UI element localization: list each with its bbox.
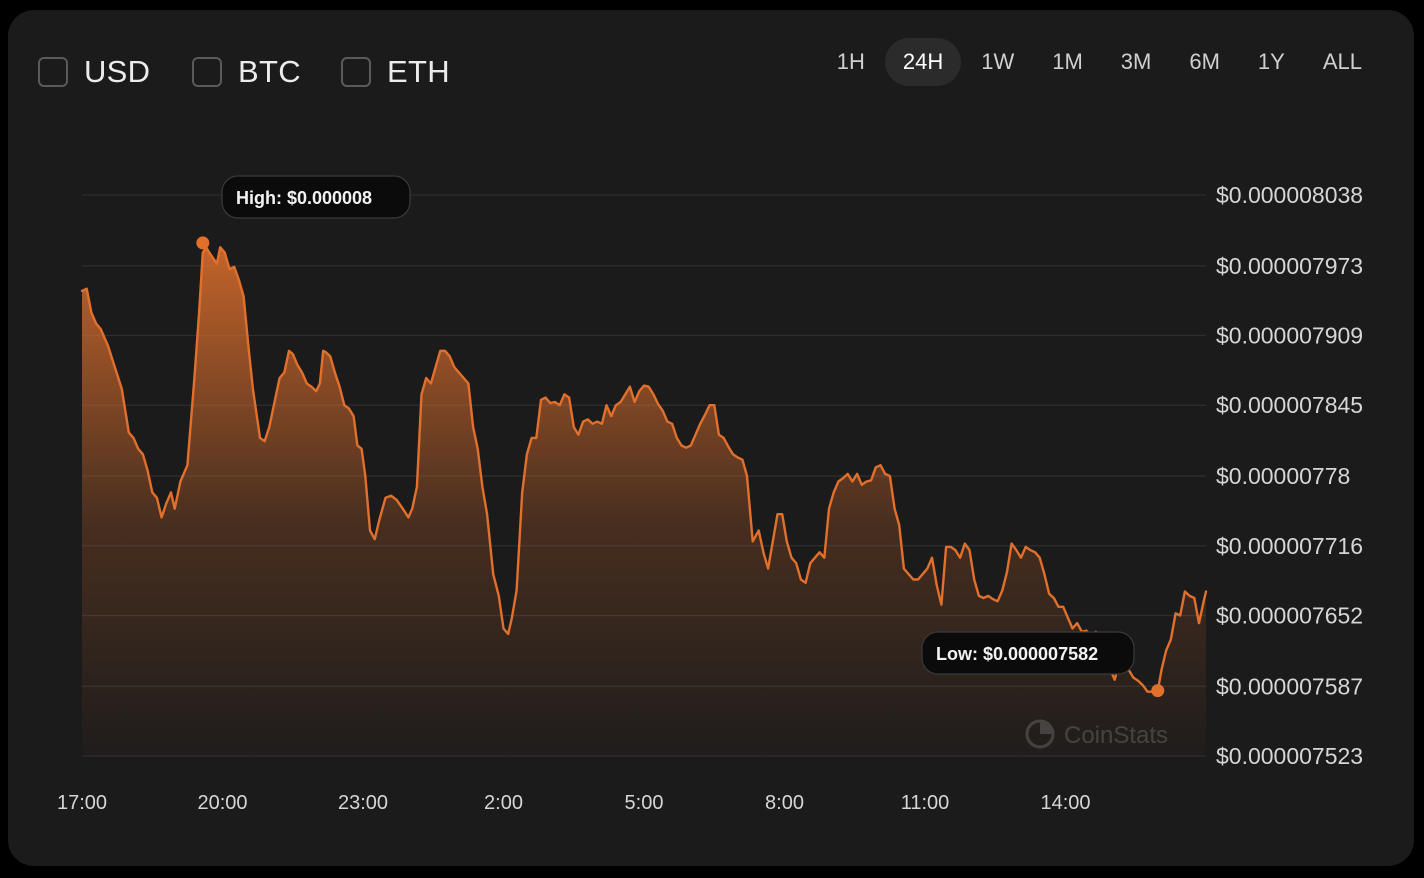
price-area-chart: $0.000008038 $0.000007973 $0.000007909 $0.0… [57, 175, 1363, 814]
high-tooltip-text: High: $0.000008 [236, 188, 372, 208]
currency-toggle-usd[interactable]: USD [38, 46, 150, 98]
x-tick-label: 14:00 [1040, 792, 1090, 814]
tab-all[interactable]: ALL [1322, 49, 1362, 74]
low-tooltip-text: Low: $0.000007582 [936, 644, 1098, 664]
currency-toggle-eth[interactable]: ETH [341, 46, 450, 98]
low-point-marker [1151, 684, 1165, 698]
currency-checkbox[interactable] [341, 57, 371, 87]
price-area [82, 247, 1206, 757]
tab-1y[interactable]: 1Y [1257, 49, 1285, 74]
coinstats-watermark: CoinStats [1025, 719, 1168, 749]
currency-toggle-btc[interactable]: BTC [192, 46, 301, 98]
watermark-text: CoinStats [1064, 722, 1168, 749]
low-tooltip: Low: $0.000007582 [921, 631, 1135, 675]
price-line [80, 246, 1208, 693]
tab-3m[interactable]: 3M [1120, 49, 1152, 74]
y-tick-label: $0.000008038 [1216, 182, 1363, 208]
currency-label: BTC [238, 54, 301, 89]
price-chart-card: USD BTC ETH 1H 24H 1W 1M 3M 6M 1Y ALL $0… [8, 10, 1414, 866]
y-tick-label: $0.000007652 [1216, 602, 1363, 628]
high-tooltip-bg [221, 175, 411, 219]
x-tick-label: 20:00 [197, 792, 247, 814]
y-tick-label: $0.000007523 [1216, 743, 1363, 769]
x-tick-label: 17:00 [57, 792, 107, 814]
tab-1m[interactable]: 1M [1052, 49, 1083, 74]
x-tick-label: 5:00 [625, 792, 664, 814]
currency-checkbox[interactable] [192, 57, 222, 87]
currency-label: USD [84, 54, 151, 89]
currency-label: ETH [387, 54, 450, 89]
low-tooltip-bg [921, 631, 1135, 675]
high-tooltip: High: $0.000008 [221, 175, 411, 219]
coinstats-logo-wedge [1040, 721, 1053, 734]
high-point-marker [196, 236, 210, 250]
x-tick-label: 2:00 [484, 792, 523, 814]
x-tick-label: 8:00 [765, 792, 804, 814]
x-tick-label: 23:00 [338, 792, 388, 814]
x-tick-label: 11:00 [901, 792, 950, 814]
tab-1h[interactable]: 1H [836, 49, 865, 74]
time-range-tabs: 1H 24H 1W 1M 3M 6M 1Y ALL [817, 38, 1380, 86]
y-tick-label: $0.00000778 [1216, 463, 1350, 489]
tab-1w[interactable]: 1W [981, 49, 1015, 74]
y-tick-label: $0.000007973 [1216, 253, 1363, 279]
y-tick-label: $0.000007587 [1216, 673, 1363, 699]
checkmark-icon [45, 66, 61, 79]
y-tick-label: $0.000007845 [1216, 392, 1363, 418]
y-tick-label: $0.000007909 [1216, 323, 1363, 349]
currency-checkbox[interactable] [38, 57, 68, 87]
coinstats-logo-icon [1025, 719, 1055, 749]
y-tick-label: $0.000007716 [1216, 533, 1363, 559]
tab-24h[interactable]: 24H [884, 38, 962, 86]
tab-6m[interactable]: 6M [1189, 49, 1220, 74]
